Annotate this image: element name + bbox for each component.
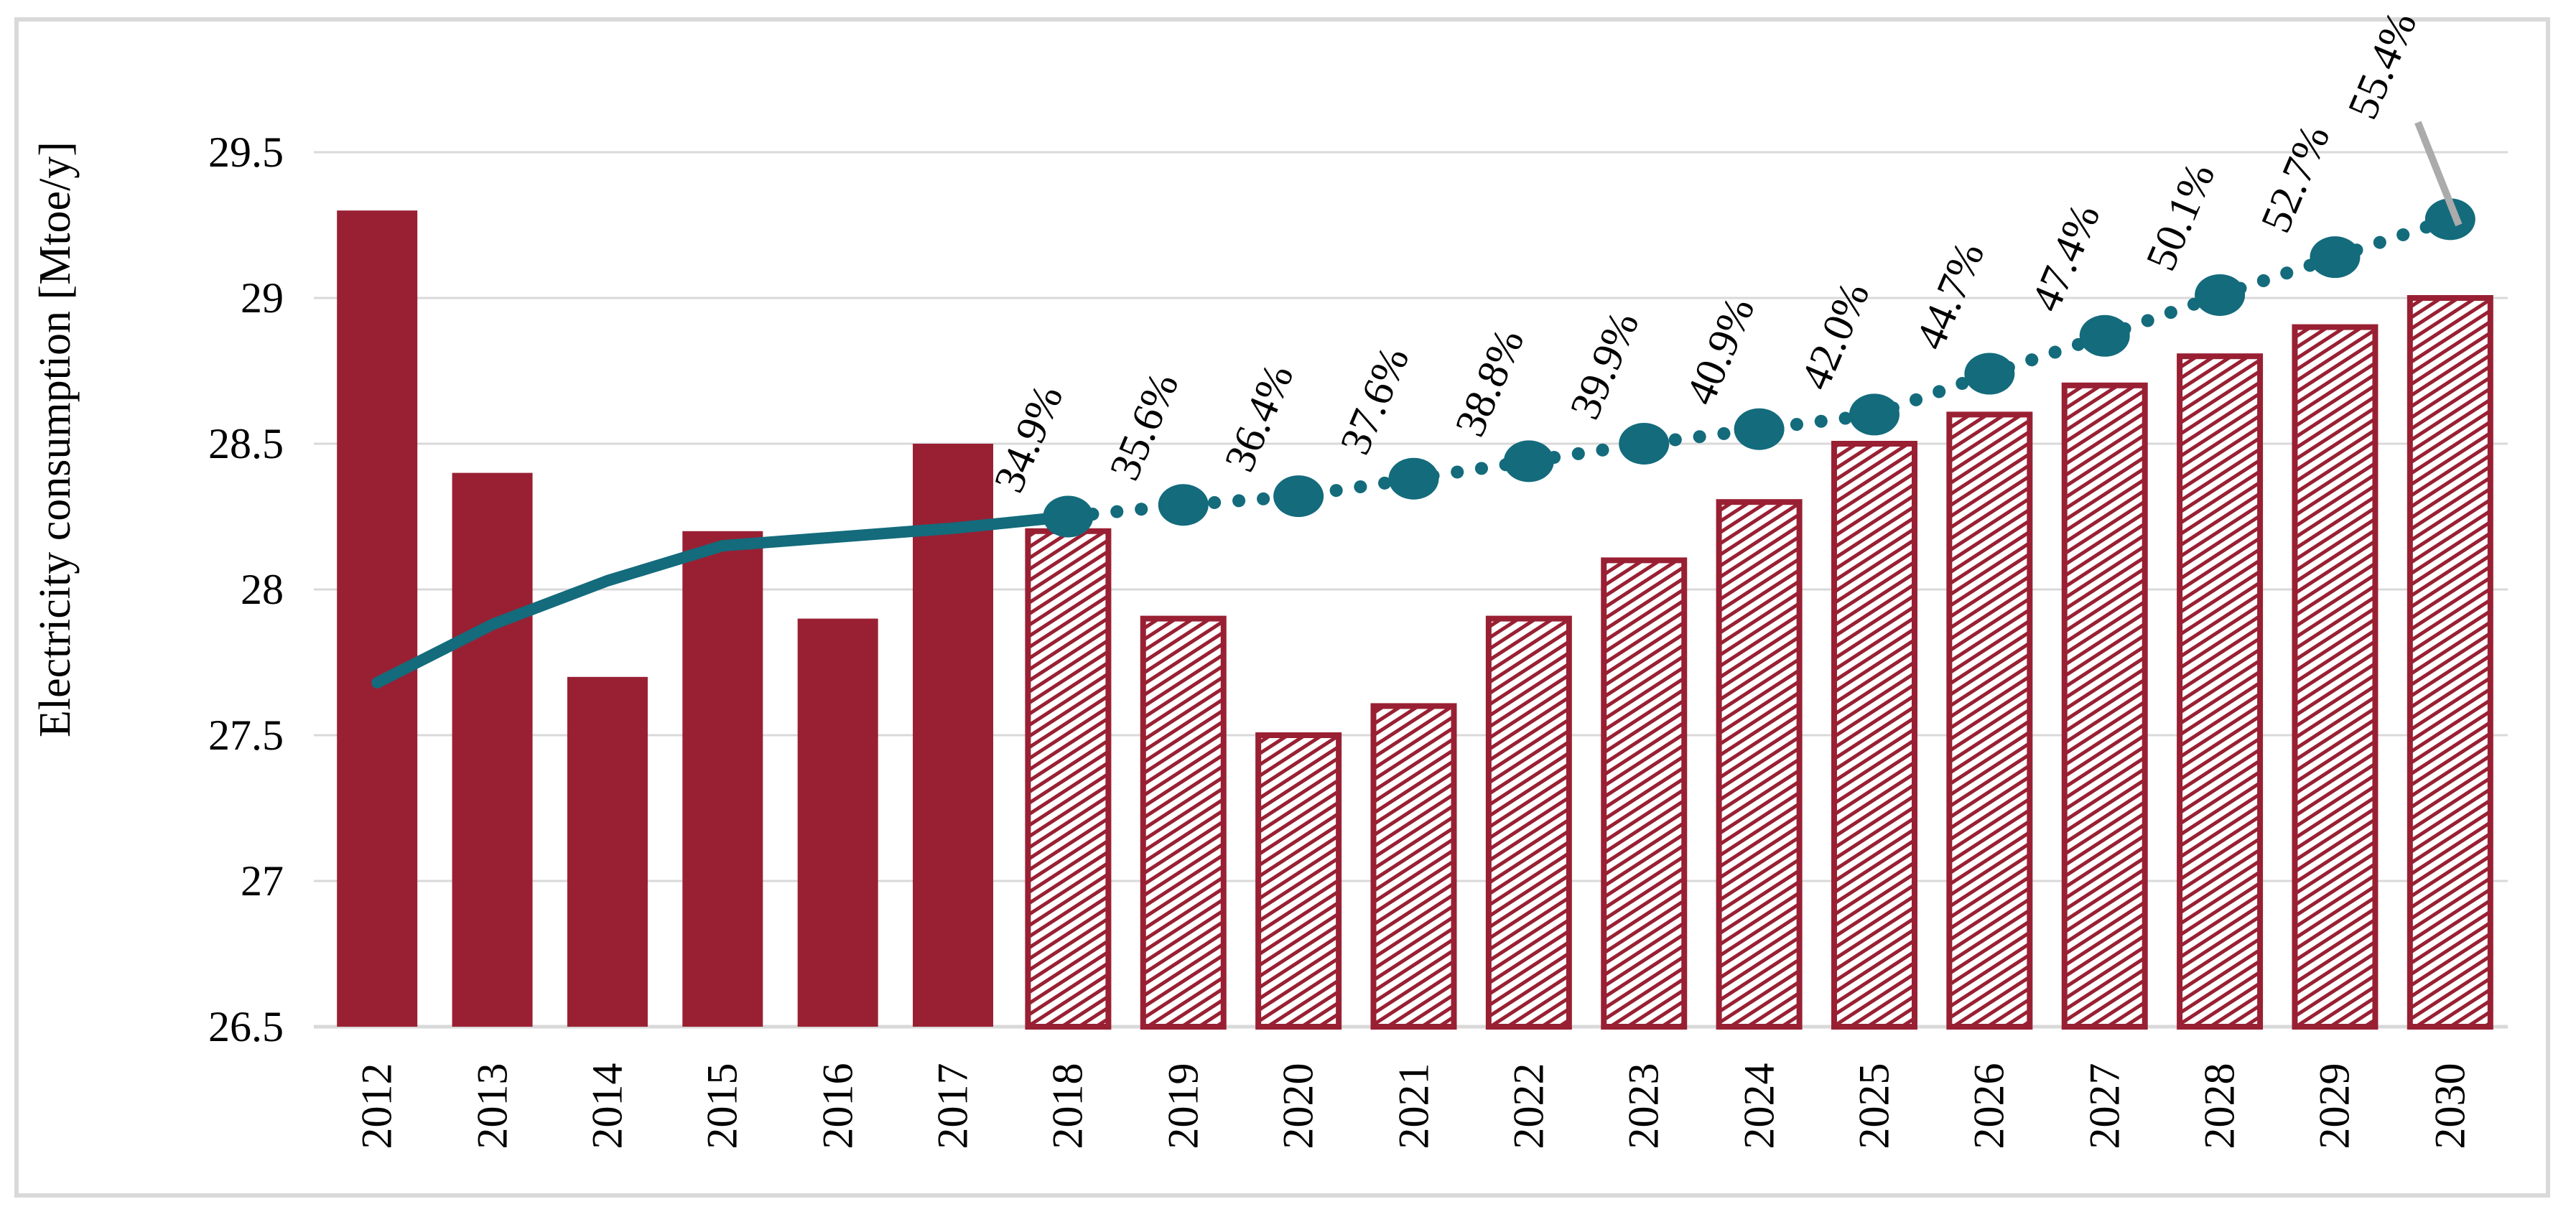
marker-2026 bbox=[1964, 353, 2015, 395]
bar-2027 bbox=[2061, 382, 2148, 1030]
marker-2029 bbox=[2310, 236, 2361, 279]
y-tick-label-28.5: 28.5 bbox=[208, 420, 284, 467]
bar-2020 bbox=[1255, 732, 1342, 1030]
bar-2016 bbox=[797, 618, 878, 1027]
marker-2027 bbox=[2079, 314, 2130, 357]
bar-2018 bbox=[1025, 528, 1112, 1030]
marker-2018 bbox=[1043, 495, 1094, 538]
marker-2022 bbox=[1503, 440, 1554, 482]
marker-2025 bbox=[1849, 393, 1900, 436]
y-tick-label-28: 28 bbox=[241, 566, 284, 613]
marker-2020 bbox=[1273, 475, 1324, 518]
bar-2017 bbox=[913, 444, 994, 1027]
bar-2021 bbox=[1370, 703, 1457, 1030]
label-leader-line bbox=[2414, 121, 2463, 227]
marker-2024 bbox=[1734, 408, 1785, 450]
marker-2030 bbox=[2424, 198, 2475, 241]
marker-2023 bbox=[1619, 423, 1670, 465]
bar-2029 bbox=[2292, 324, 2379, 1030]
line-historical bbox=[371, 510, 1074, 689]
marker-2028 bbox=[2195, 274, 2246, 316]
y-tick-label-29: 29 bbox=[241, 274, 284, 322]
bar-2019 bbox=[1140, 615, 1227, 1030]
bar-2024 bbox=[1716, 499, 1803, 1030]
bar-2028 bbox=[2177, 353, 2264, 1030]
bar-2013 bbox=[452, 472, 533, 1027]
x-tick-label-2030: 2030 bbox=[2426, 1063, 2474, 1149]
marker-2019 bbox=[1158, 484, 1209, 526]
bar-2025 bbox=[1831, 441, 1917, 1030]
bar-2023 bbox=[1601, 557, 1688, 1030]
bar-2030 bbox=[2407, 295, 2493, 1030]
y-tick-label-26.5: 26.5 bbox=[208, 1003, 284, 1050]
y-tick-label-27.5: 27.5 bbox=[208, 712, 284, 759]
bar-2026 bbox=[1946, 411, 2033, 1030]
bar-2012 bbox=[337, 210, 418, 1027]
marker-2021 bbox=[1388, 457, 1439, 500]
bar-2015 bbox=[682, 531, 763, 1027]
bar-2014 bbox=[567, 676, 648, 1027]
y-tick-label-29.5: 29.5 bbox=[208, 129, 284, 176]
y-axis-title: Electricity consumption [Mtoe/y] bbox=[31, 141, 80, 737]
bar-2022 bbox=[1485, 615, 1572, 1030]
y-tick-label-27: 27 bbox=[241, 857, 284, 905]
